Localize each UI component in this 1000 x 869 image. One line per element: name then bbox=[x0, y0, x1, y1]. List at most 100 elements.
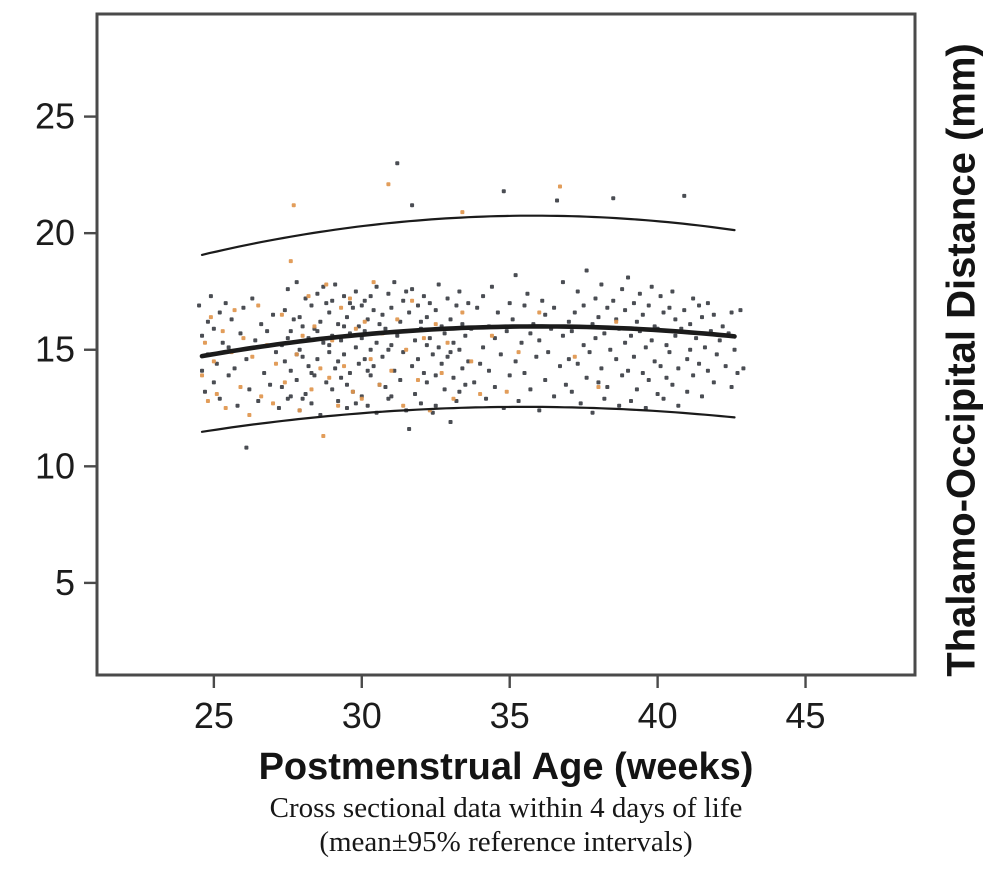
scatter-point-orange bbox=[238, 385, 243, 390]
y-tick-label: 5 bbox=[55, 562, 75, 603]
scatter-point-dark bbox=[300, 324, 305, 329]
scatter-point-dark bbox=[646, 303, 651, 308]
scatter-point-dark bbox=[655, 392, 660, 397]
scatter-point-dark bbox=[486, 368, 491, 373]
scatter-point-dark bbox=[336, 359, 341, 364]
scatter-point-dark bbox=[389, 305, 394, 310]
x-tick-label: 30 bbox=[342, 695, 382, 736]
scatter-point-dark bbox=[489, 284, 494, 289]
scatter-point-dark bbox=[285, 287, 290, 292]
plot-border bbox=[95, 12, 917, 677]
scatter-point-dark bbox=[232, 366, 237, 371]
scatter-point-dark bbox=[410, 364, 415, 369]
scatter-point-dark bbox=[460, 366, 465, 371]
scatter-point-dark bbox=[495, 310, 500, 315]
scatter-point-orange bbox=[324, 282, 329, 287]
scatter-point-dark bbox=[507, 373, 512, 378]
scatter-point-dark bbox=[309, 371, 314, 376]
scatter-point-orange bbox=[353, 326, 358, 331]
scatter-point-dark bbox=[664, 375, 669, 380]
scatter-point-orange bbox=[342, 364, 347, 369]
scatter-point-dark bbox=[344, 382, 349, 387]
scatter-point-orange bbox=[208, 315, 213, 320]
scatter-point-dark bbox=[424, 380, 429, 385]
scatter-point-dark bbox=[362, 357, 367, 362]
scatter-point-dark bbox=[208, 294, 213, 299]
scatter-point-dark bbox=[350, 305, 355, 310]
scatter-point-dark bbox=[626, 275, 631, 280]
scatter-point-dark bbox=[723, 364, 728, 369]
scatter-point-dark bbox=[368, 373, 373, 378]
scatter-point-orange bbox=[614, 319, 619, 324]
scatter-point-dark bbox=[685, 357, 690, 362]
scatter-point-dark bbox=[593, 336, 598, 341]
scatter-point-dark bbox=[587, 350, 592, 355]
scatter-point-orange bbox=[469, 359, 474, 364]
scatter-point-dark bbox=[324, 380, 329, 385]
scatter-point-dark bbox=[200, 368, 205, 373]
scatter-point-orange bbox=[223, 406, 228, 411]
scatter-point-orange bbox=[232, 308, 237, 313]
scatter-point-orange bbox=[460, 310, 465, 315]
scatter-point-dark bbox=[327, 343, 332, 348]
scatter-point-dark bbox=[522, 303, 527, 308]
scatter-point-dark bbox=[484, 396, 489, 401]
scatter-point-dark bbox=[670, 289, 675, 294]
scatter-point-dark bbox=[711, 312, 716, 317]
scatter-point-dark bbox=[643, 345, 648, 350]
scatter-point-orange bbox=[279, 312, 284, 317]
scatter-point-dark bbox=[217, 396, 222, 401]
scatter-point-dark bbox=[401, 298, 406, 303]
scatter-point-dark bbox=[241, 305, 246, 310]
scatter-point-orange bbox=[439, 371, 444, 376]
scatter-point-dark bbox=[596, 315, 601, 320]
scatter-point-dark bbox=[620, 287, 625, 292]
scatter-point-dark bbox=[365, 368, 370, 373]
scatter-point-dark bbox=[640, 371, 645, 376]
y-tick-label: 15 bbox=[35, 329, 75, 370]
scatter-point-dark bbox=[297, 347, 302, 352]
scatter-point-dark bbox=[705, 301, 710, 306]
scatter-point-dark bbox=[685, 389, 690, 394]
scatter-point-dark bbox=[451, 375, 456, 380]
scatter-point-dark bbox=[611, 298, 616, 303]
scatter-point-orange bbox=[359, 396, 364, 401]
scatter-point-dark bbox=[448, 420, 453, 425]
scatter-point-dark bbox=[463, 382, 468, 387]
scatter-point-dark bbox=[389, 394, 394, 399]
scatter-point-dark bbox=[664, 343, 669, 348]
scatter-point-orange bbox=[336, 403, 341, 408]
scatter-point-dark bbox=[383, 385, 388, 390]
scatter-point-dark bbox=[699, 394, 704, 399]
scatter-point-dark bbox=[247, 387, 252, 392]
scatter-point-dark bbox=[418, 401, 423, 406]
scatter-point-dark bbox=[711, 380, 716, 385]
scatter-point-dark bbox=[584, 268, 589, 273]
scatter-point-dark bbox=[282, 359, 287, 364]
scatter-point-dark bbox=[356, 361, 361, 366]
scatter-point-orange bbox=[312, 324, 317, 329]
scatter-point-dark bbox=[602, 396, 607, 401]
scatter-point-dark bbox=[682, 193, 687, 198]
scatter-point-orange bbox=[489, 333, 494, 338]
scatter-point-dark bbox=[623, 308, 628, 313]
scatter-point-dark bbox=[226, 345, 231, 350]
scatter-point-dark bbox=[691, 296, 696, 301]
scatter-point-dark bbox=[300, 354, 305, 359]
scatter-point-dark bbox=[244, 357, 249, 362]
scatter-point-orange bbox=[350, 389, 355, 394]
scatter-point-dark bbox=[271, 312, 276, 317]
scatter-point-dark bbox=[699, 315, 704, 320]
scatter-point-dark bbox=[504, 329, 509, 334]
scatter-point-dark bbox=[200, 333, 205, 338]
scatter-point-dark bbox=[342, 294, 347, 299]
scatter-point-dark bbox=[717, 338, 722, 343]
scatter-point-dark bbox=[507, 301, 512, 306]
scatter-point-dark bbox=[673, 317, 678, 322]
scatter-point-dark bbox=[519, 340, 524, 345]
scatter-point-dark bbox=[315, 291, 320, 296]
x-axis-title: Postmenstrual Age (weeks) bbox=[258, 746, 754, 788]
